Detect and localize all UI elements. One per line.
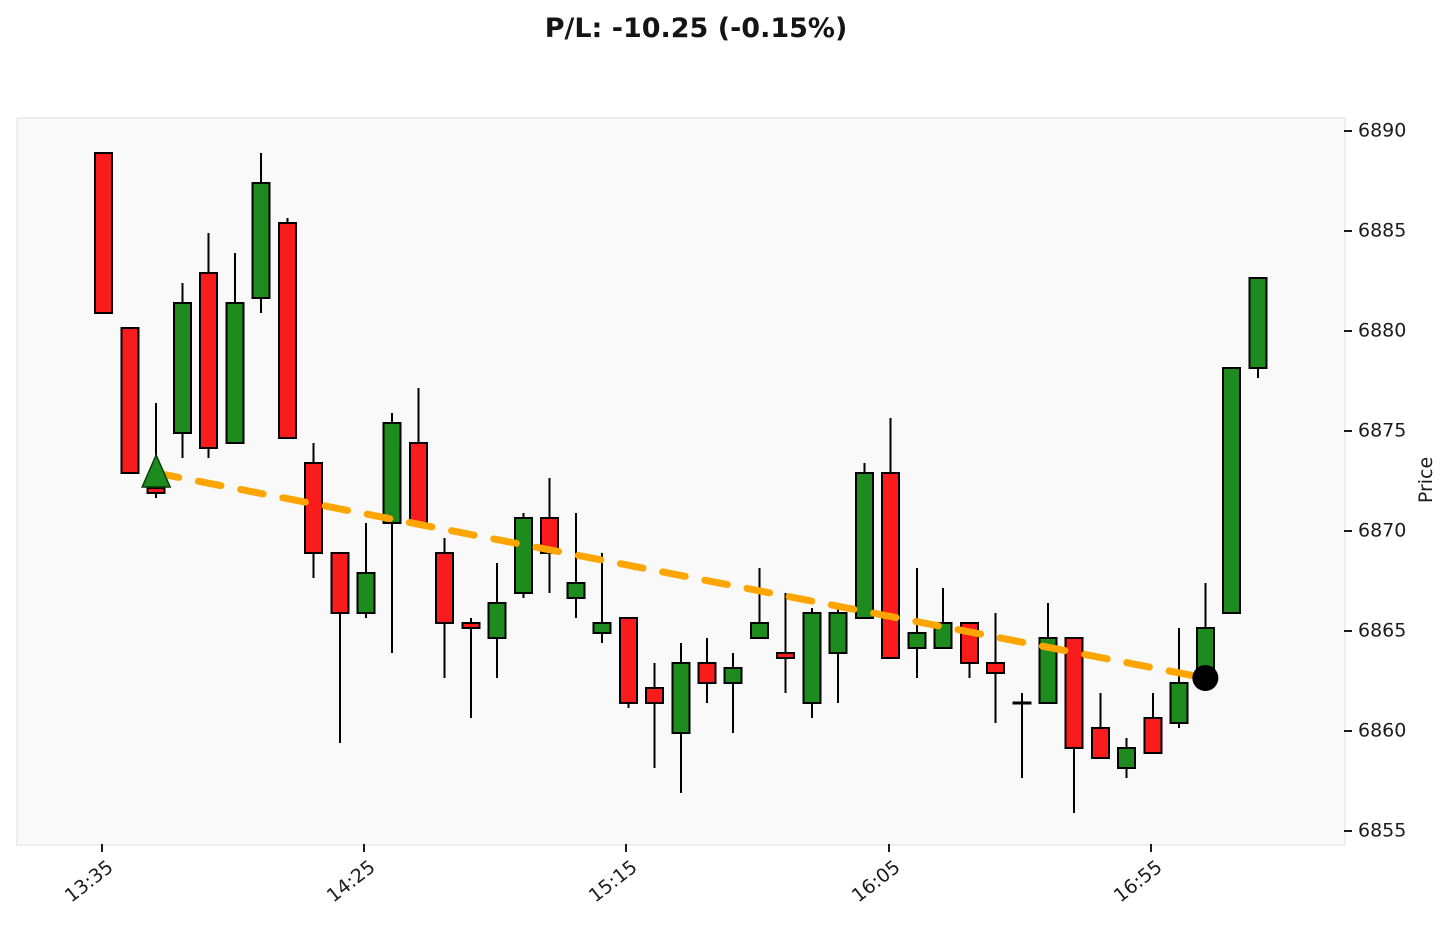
candle-body-17:15 [1248,277,1268,369]
y-tick-label-6860: 6860 [1358,719,1407,742]
x-tick-mark [100,844,103,852]
y-tick-mark [1344,430,1352,432]
candle-body-13:35 [94,152,114,314]
candle-body-16:45 [1090,727,1110,759]
x-tick-label-16:05: 16:05 [847,856,905,908]
candle-body-15:05 [566,582,586,599]
candle-body-15:40 [749,622,769,639]
x-tick-mark [887,844,890,852]
candle-body-16:10 [907,632,927,649]
y-tick-mark [1344,330,1352,332]
candle-body-16:35 [1038,637,1058,704]
x-tick-mark [625,844,628,852]
y-tick-label-6865: 6865 [1358,619,1407,642]
page-title: P/L: -10.25 (-0.15%) [544,13,848,44]
candle-body-14:45 [461,622,481,629]
candle-body-15:55 [828,612,848,654]
candle-body-17:00 [1169,682,1189,724]
candle-body-16:25 [986,662,1006,674]
candle-body-16:00 [854,472,874,619]
candlestick-canvas [94,152,1268,813]
y-axis-title: Price [1415,456,1437,504]
candle-body-14:05 [251,182,271,299]
candle-body-15:15 [618,617,638,704]
candle-body-16:55 [1143,717,1163,754]
x-tick-label-16:55: 16:55 [1109,856,1167,908]
candle-body-16:50 [1117,747,1137,769]
trend-line [152,469,1209,682]
candle-body-14:15 [304,462,324,554]
candle-body-13:50 [172,302,192,434]
candle-body-14:20 [330,552,350,614]
entry-marker [141,453,172,488]
candle-body-16:05 [881,472,901,659]
y-tick-label-6875: 6875 [1358,419,1407,442]
candle-body-16:40 [1064,637,1084,749]
candle-body-14:55 [513,517,533,594]
candle-body-14:40 [435,552,455,624]
y-tick-mark [1344,630,1352,632]
y-tick-label-6870: 6870 [1358,519,1407,542]
candle-body-17:10 [1222,367,1242,614]
y-tick-label-6885: 6885 [1358,219,1407,242]
y-tick-mark [1344,830,1352,832]
current-price-marker [1192,665,1219,691]
y-tick-label-6855: 6855 [1358,819,1407,842]
y-tick-mark [1344,730,1352,732]
x-tick-label-14:25: 14:25 [322,856,380,908]
x-tick-label-15:15: 15:15 [585,856,642,908]
candle-body-15:20 [645,687,665,704]
candle-body-14:00 [225,302,245,444]
y-tick-mark [1344,130,1352,132]
candle-body-14:50 [487,602,507,639]
candlestick-plot [16,117,1346,846]
candle-body-13:40 [120,327,140,474]
x-tick-mark [363,844,365,852]
candle-body-15:35 [723,667,743,684]
candle-body-13:45 [146,487,166,494]
candle-body-13:55 [199,272,219,449]
y-tick-label-6880: 6880 [1358,319,1407,342]
y-tick-mark [1344,530,1352,532]
candle-body-14:25 [356,572,376,614]
candle-body-15:45 [776,652,796,659]
candle-body-14:30 [382,422,402,524]
y-tick-mark [1344,230,1352,232]
y-tick-label-6890: 6890 [1358,119,1407,142]
x-tick-mark [1149,844,1152,852]
candle-body-15:50 [802,612,822,704]
candle-body-14:10 [277,222,297,439]
candle-body-15:25 [671,662,691,734]
candle-body-14:35 [408,442,428,524]
candle-body-15:10 [592,622,612,634]
candle-body-15:30 [697,662,717,684]
x-tick-label-13:35: 13:35 [60,856,118,908]
